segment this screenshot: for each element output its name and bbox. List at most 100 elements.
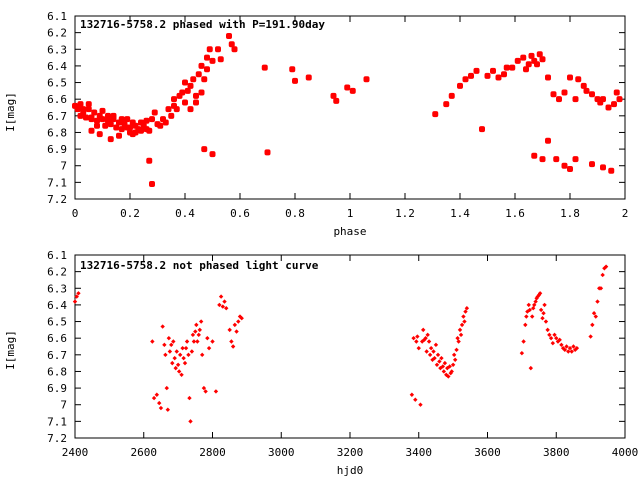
data-point [231, 46, 238, 53]
data-point [447, 364, 452, 369]
data-point [550, 91, 557, 98]
data-point [146, 157, 153, 164]
data-point [183, 345, 189, 351]
data-point [545, 74, 551, 81]
data-point [521, 339, 526, 344]
data-point [514, 57, 521, 64]
data-point [209, 57, 216, 64]
data-point [562, 347, 568, 353]
data-point [536, 51, 543, 58]
data-point [107, 121, 114, 128]
data-point [172, 355, 177, 361]
data-point [557, 337, 562, 343]
data-point [184, 87, 191, 94]
data-point [175, 362, 181, 367]
data-point [540, 316, 545, 321]
data-point [595, 299, 600, 304]
data-point [591, 311, 597, 316]
y-tick-label: 6.1 [47, 10, 67, 23]
y-tick-label: 7.1 [47, 176, 67, 189]
data-point [421, 327, 426, 333]
data-point [158, 405, 164, 411]
data-point [446, 374, 451, 379]
x-axis-ticks: 0 0.2 0.4 0.6 0.8 1 1.2 1.4 1.6 1.8 2 [72, 16, 628, 220]
data-point [464, 306, 470, 311]
data-point [411, 335, 416, 341]
data-point [150, 339, 155, 344]
y-tick-label: 7.2 [47, 193, 67, 206]
data-point [180, 345, 185, 351]
data-point [224, 306, 229, 311]
y-tick-label: 6.3 [47, 282, 67, 295]
data-point [598, 286, 604, 291]
data-point [88, 127, 95, 134]
data-point [519, 350, 525, 356]
data-point [542, 302, 547, 308]
data-point [179, 372, 184, 377]
data-point [554, 335, 559, 341]
data-point [83, 114, 89, 121]
y-tick-label: 6.3 [47, 43, 67, 56]
data-point [305, 74, 312, 81]
data-point [457, 82, 463, 89]
data-point [88, 116, 95, 123]
data-point [72, 299, 78, 304]
data-point [409, 392, 415, 397]
x-tick-label: 4000 [612, 446, 639, 459]
data-point [448, 92, 455, 99]
data-point [528, 365, 534, 371]
data-point [523, 66, 529, 73]
data-point [538, 307, 544, 313]
data-point [118, 116, 125, 123]
x-tick-label: 0.2 [120, 207, 140, 220]
data-point [509, 64, 516, 71]
data-point [363, 76, 370, 83]
data-point [201, 76, 208, 83]
data-point [437, 359, 442, 364]
y-tick-label: 6.4 [47, 299, 67, 312]
data-point [572, 96, 579, 103]
data-point [94, 117, 100, 124]
data-point [182, 79, 188, 86]
data-point [206, 345, 212, 351]
data-point [85, 101, 92, 108]
data-point [520, 54, 527, 61]
data-point [234, 329, 239, 334]
x-axis-label: hjd0 [337, 464, 364, 477]
data-point [173, 106, 180, 113]
data-point [418, 402, 423, 407]
data-point [344, 84, 351, 91]
data-point [463, 309, 468, 314]
data-point [157, 122, 164, 129]
data-point [171, 96, 177, 103]
data-point [151, 395, 157, 401]
data-point [204, 66, 210, 73]
data-point [564, 344, 569, 349]
data-point [583, 87, 590, 94]
data-point [589, 161, 595, 168]
data-point [575, 76, 582, 83]
data-point [333, 97, 340, 104]
x-tick-label: 2600 [131, 446, 158, 459]
data-point [434, 362, 440, 367]
y-tick-label: 6.7 [47, 110, 67, 123]
data-point [171, 339, 176, 344]
data-point [484, 72, 491, 79]
data-point [198, 319, 204, 324]
data-point [143, 117, 150, 124]
data-point [531, 306, 536, 311]
data-point [457, 327, 463, 333]
y-tick-label: 6.6 [47, 332, 67, 345]
data-point [195, 339, 200, 344]
data-point [96, 131, 103, 138]
data-point [168, 112, 175, 119]
data-point [589, 91, 595, 98]
data-point [220, 304, 226, 309]
x-tick-label: 1.4 [450, 207, 470, 220]
data-point [561, 89, 568, 96]
data-point [217, 302, 222, 308]
data-point [206, 46, 213, 53]
data-point [232, 322, 238, 328]
y-tick-label: 6.8 [47, 126, 67, 139]
data-point [165, 106, 172, 113]
